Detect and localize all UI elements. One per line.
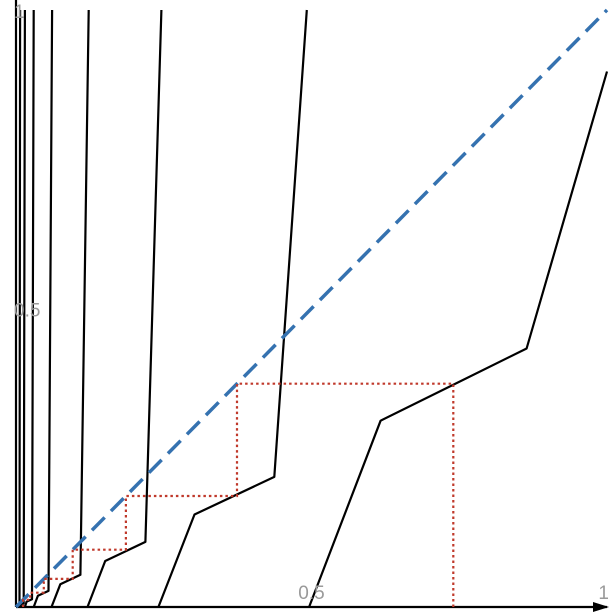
x-axis-arrow-icon xyxy=(593,602,609,612)
cobweb-path xyxy=(22,382,455,607)
cobweb-layer xyxy=(22,382,455,607)
curve-line-2 xyxy=(157,9,308,608)
curve-line-1 xyxy=(308,71,609,608)
y-tick-label-1: 0.5 xyxy=(14,301,40,322)
x-tick-label-1: 0.5 xyxy=(298,583,324,604)
curve-line-7 xyxy=(19,9,26,608)
y-tick-label-2: 1 xyxy=(14,2,25,23)
diagonal-line xyxy=(14,8,609,609)
axes-layer xyxy=(14,0,609,612)
x-tick-label-2: 1 xyxy=(598,583,609,604)
tick-label-layer: 0.5 1 0.5 1 xyxy=(14,2,609,604)
curve-line-3 xyxy=(86,9,163,608)
curve-line-6 xyxy=(23,9,35,608)
diagonal-layer xyxy=(14,8,609,609)
curve-line-4 xyxy=(50,9,90,608)
